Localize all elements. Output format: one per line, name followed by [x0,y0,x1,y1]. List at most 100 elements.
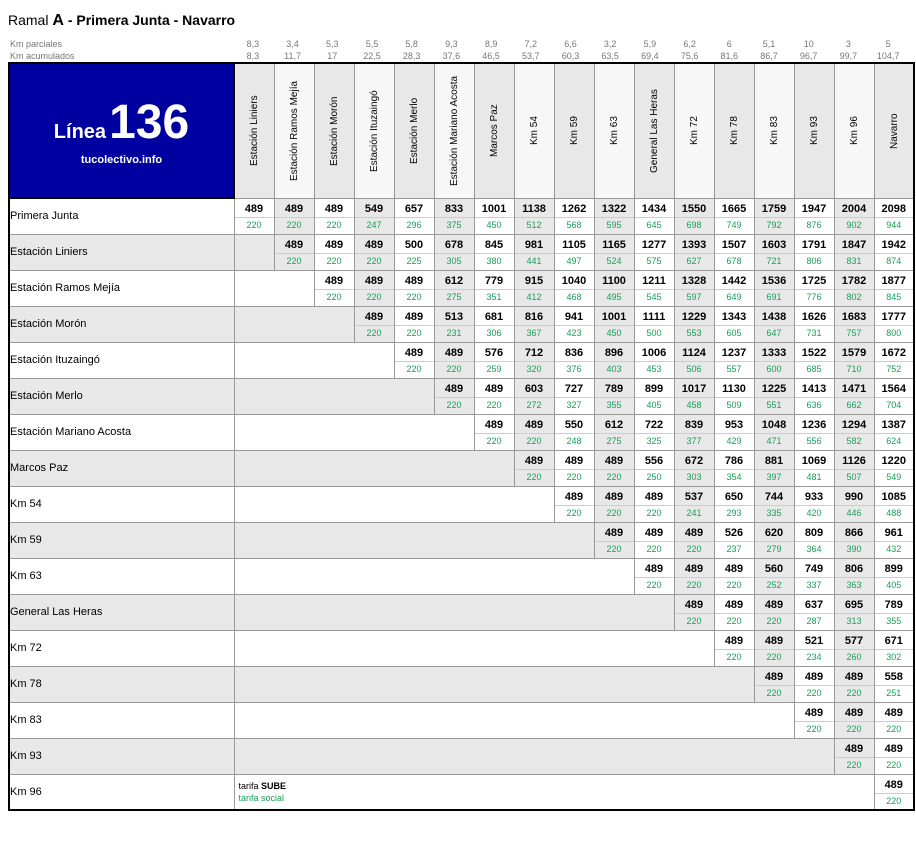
fare-social: 568 [555,217,594,231]
fare-social: 251 [875,685,914,699]
fare-sube: 1434 [635,199,674,217]
fare-cell: 1579710 [834,342,874,378]
fare-sube: 866 [835,523,874,541]
fare-cell: 1138512 [514,198,554,234]
column-header: Estación Merlo [394,63,434,198]
fare-social: 551 [755,397,794,411]
fare-cell: 489220 [434,378,474,414]
fare-cell: 657296 [394,198,434,234]
fare-cell: 1672752 [874,342,914,378]
fare-cell: 489220 [634,558,674,594]
fare-social: 220 [675,613,714,627]
fare-cell: 603272 [514,378,554,414]
fare-sube: 489 [835,739,874,757]
fare-social: 247 [355,217,394,231]
fare-social: 481 [795,469,834,483]
fare-social: 250 [635,469,674,483]
fare-sube: 489 [275,199,314,217]
km-acumulado-cell: 63,5 [590,50,630,62]
km-parcial-cell: 5,9 [630,38,670,50]
fare-social: 259 [475,361,514,375]
fare-sube: 839 [675,415,714,433]
fare-social: 241 [675,505,714,519]
fare-social: 876 [795,217,834,231]
fare-cell: 1006453 [634,342,674,378]
fare-sube: 1236 [795,415,834,433]
legend-social: tarifa social [239,792,870,804]
fare-sube: 881 [755,451,794,469]
fare-sube: 915 [515,271,554,289]
fare-sube: 1442 [715,271,754,289]
row-header: Km 78 [9,666,234,702]
column-header: General Las Heras [634,63,674,198]
fare-cell: 1683757 [834,306,874,342]
column-label: Estación Ituzaingó [355,66,395,196]
fare-social: 597 [675,289,714,303]
fare-social: 220 [755,613,794,627]
fare-social: 556 [795,433,834,447]
fare-social: 902 [835,217,874,231]
column-label: Km 96 [835,66,875,196]
fare-social: 275 [595,433,634,447]
fare-sube: 489 [395,343,434,361]
fare-social: 220 [595,469,634,483]
fare-social: 363 [835,577,874,591]
fare-sube: 981 [515,235,554,253]
fare-sube: 489 [315,199,354,217]
fare-social: 468 [555,289,594,303]
fare-social: 220 [715,613,754,627]
fare-social: 220 [395,325,434,339]
fare-cell: 839377 [674,414,714,450]
fare-social: 731 [795,325,834,339]
column-header: Km 96 [834,63,874,198]
fare-social: 874 [875,253,914,267]
empty-span [234,450,514,486]
fare-cell: 1130509 [714,378,754,414]
fare-social: 220 [835,757,874,771]
fare-cell: 489220 [634,486,674,522]
fare-sube: 1672 [875,343,914,361]
fare-social: 405 [875,577,914,591]
empty-span [234,342,394,378]
fare-cell: 489220 [514,450,554,486]
fare-social: 220 [515,433,554,447]
fare-cell: 1069481 [794,450,834,486]
fare-cell: 489220 [554,450,594,486]
fare-cell: 1229553 [674,306,714,342]
fare-cell: 526237 [714,522,754,558]
column-header: Navarro [874,63,914,198]
fare-sube: 489 [475,415,514,433]
km-parcial-cell: 5,3 [312,38,352,50]
fare-cell: 1237557 [714,342,754,378]
fare-social: 302 [875,649,914,663]
fare-social: 231 [435,325,474,339]
fare-cell: 953429 [714,414,754,450]
fare-cell: 695313 [834,594,874,630]
fare-sube: 612 [435,271,474,289]
km-acumulado-cell: 46,5 [471,50,511,62]
fare-cell: 489220 [714,594,754,630]
fare-cell: 489220 [754,594,794,630]
fare-sube: 637 [795,595,834,613]
fare-social: 220 [275,217,314,231]
fare-sube: 1262 [555,199,594,217]
fare-social: 429 [715,433,754,447]
fare-sube: 749 [795,559,834,577]
fare-cell: 577260 [834,630,874,666]
fare-sube: 990 [835,487,874,505]
fare-cell: 489220 [874,774,914,810]
column-label: Km 78 [715,66,755,196]
fare-social: 296 [395,217,434,231]
fare-social: 220 [795,721,834,735]
fare-social: 220 [275,253,314,267]
fare-cell: 809364 [794,522,834,558]
fare-sube: 489 [355,271,394,289]
fare-sube: 489 [715,631,754,649]
km-parciales-label: Km parciales [8,38,233,50]
fare-social: 831 [835,253,874,267]
fare-sube: 550 [555,415,594,433]
fare-sube: 899 [635,379,674,397]
fare-social: 488 [875,505,914,519]
fare-cell: 489220 [394,306,434,342]
fare-social: 220 [555,505,594,519]
